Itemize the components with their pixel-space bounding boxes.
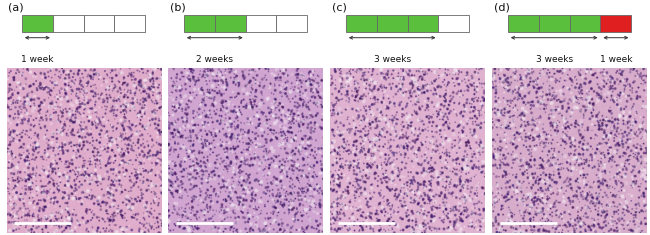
Bar [439,15,469,32]
Bar [276,15,307,32]
Text: (b): (b) [170,3,186,13]
Text: 2 weeks: 2 weeks [196,55,233,64]
Text: 3 weeks: 3 weeks [536,55,573,64]
Bar [114,15,146,32]
Text: 1 week: 1 week [600,55,632,64]
Text: (d): (d) [494,3,510,13]
Text: 1 week: 1 week [21,55,53,64]
Bar [246,15,276,32]
Bar [569,15,601,32]
Bar [508,15,539,32]
Bar [377,15,408,32]
Bar [346,15,377,32]
Text: (a): (a) [8,3,23,13]
Bar [214,15,246,32]
Text: 3 weeks: 3 weeks [374,55,411,64]
Bar [408,15,439,32]
Bar [22,15,53,32]
Bar [184,15,214,32]
Bar [601,15,631,32]
Bar [84,15,114,32]
Bar [53,15,84,32]
Bar [539,15,569,32]
Text: (c): (c) [332,3,347,13]
